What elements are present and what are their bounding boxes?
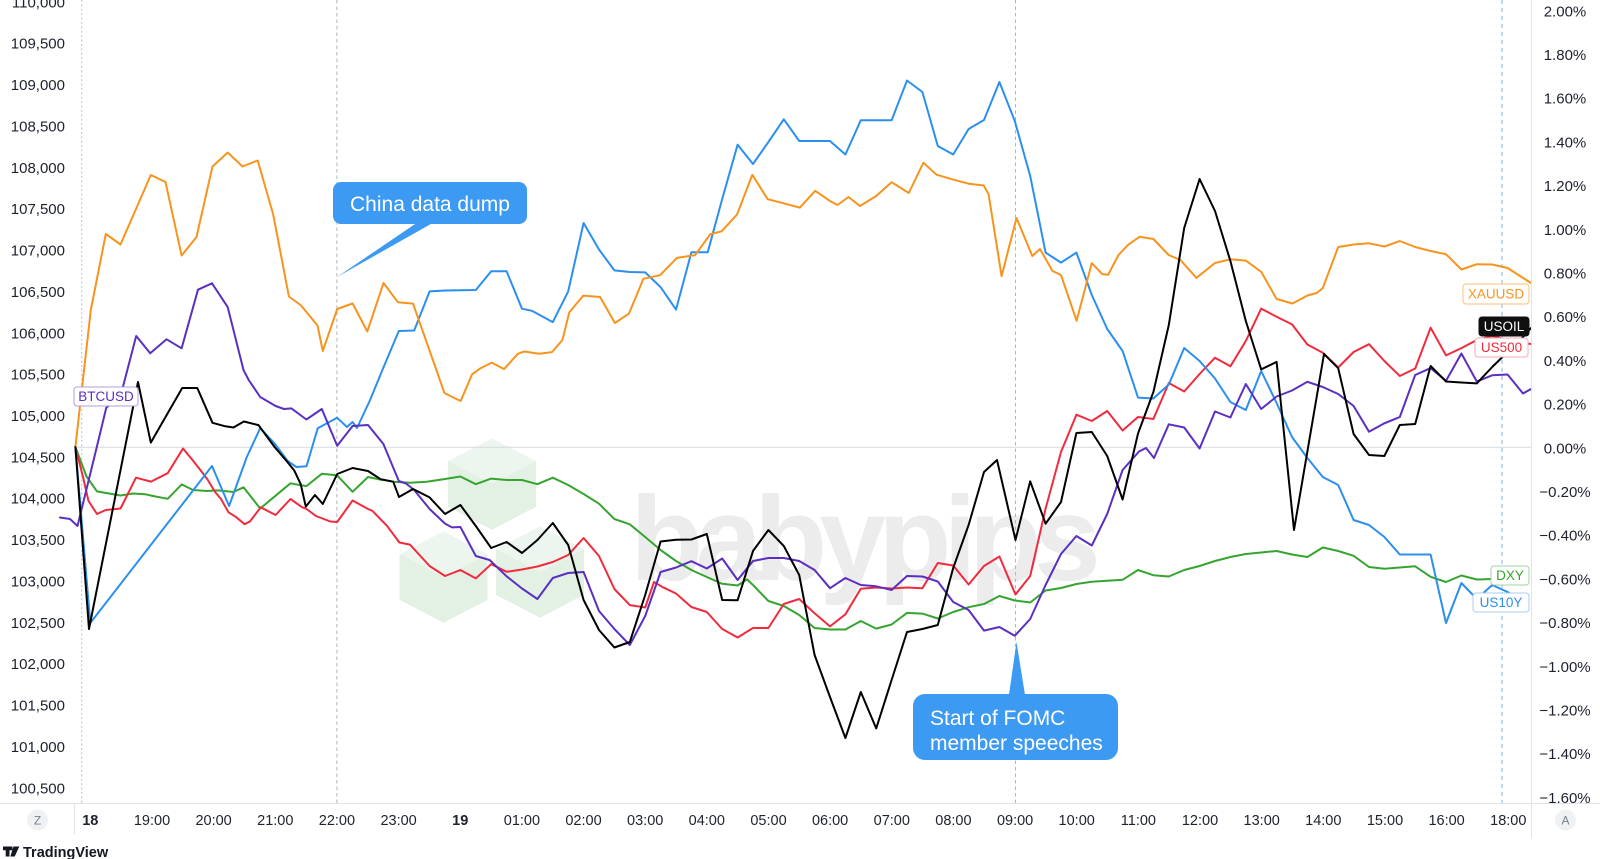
- svg-text:110,000: 110,000: [12, 0, 65, 11]
- svg-text:107,500: 107,500: [11, 201, 65, 218]
- svg-text:−0.20%: −0.20%: [1539, 484, 1590, 501]
- svg-text:11:00: 11:00: [1121, 813, 1156, 829]
- svg-text:BTCUSD: BTCUSD: [78, 389, 134, 404]
- svg-text:18:00: 18:00: [1490, 813, 1526, 829]
- svg-text:100,500: 100,500: [11, 780, 65, 797]
- svg-text:−1.20%: −1.20%: [1539, 703, 1590, 720]
- svg-text:05:00: 05:00: [750, 813, 786, 829]
- svg-text:108,500: 108,500: [11, 118, 65, 135]
- svg-text:01:00: 01:00: [504, 813, 540, 829]
- svg-text:04:00: 04:00: [689, 813, 725, 829]
- svg-text:0.80%: 0.80%: [1544, 266, 1587, 283]
- svg-text:16:00: 16:00: [1428, 813, 1464, 829]
- svg-text:103,000: 103,000: [11, 574, 65, 591]
- svg-text:XAUUSD: XAUUSD: [1468, 287, 1525, 302]
- svg-text:107,000: 107,000: [11, 243, 65, 260]
- svg-text:1.80%: 1.80%: [1544, 47, 1587, 64]
- svg-text:102,500: 102,500: [11, 615, 65, 632]
- svg-text:−1.60%: −1.60%: [1539, 790, 1590, 807]
- svg-text:103,500: 103,500: [11, 532, 65, 549]
- svg-text:105,500: 105,500: [11, 367, 65, 384]
- svg-text:0.20%: 0.20%: [1544, 397, 1587, 414]
- svg-text:2.00%: 2.00%: [1544, 3, 1587, 20]
- svg-text:0.60%: 0.60%: [1544, 309, 1587, 326]
- svg-text:13:00: 13:00: [1244, 813, 1280, 829]
- svg-text:1.40%: 1.40%: [1544, 134, 1587, 151]
- svg-text:A: A: [1561, 814, 1569, 828]
- svg-text:105,000: 105,000: [11, 408, 65, 425]
- svg-text:−0.40%: −0.40%: [1539, 528, 1590, 545]
- svg-text:−0.60%: −0.60%: [1539, 571, 1590, 588]
- svg-text:08:00: 08:00: [935, 813, 971, 829]
- svg-text:02:00: 02:00: [565, 813, 601, 829]
- svg-text:101,500: 101,500: [11, 698, 65, 715]
- svg-text:member speeches: member speeches: [930, 732, 1103, 755]
- svg-text:TradingView: TradingView: [23, 845, 109, 859]
- svg-text:07:00: 07:00: [874, 813, 910, 829]
- svg-text:21:00: 21:00: [257, 813, 293, 829]
- svg-text:−1.00%: −1.00%: [1539, 659, 1590, 676]
- svg-text:0.00%: 0.00%: [1544, 440, 1587, 457]
- svg-text:108,000: 108,000: [11, 160, 65, 177]
- svg-text:Start of FOMC: Start of FOMC: [930, 707, 1065, 730]
- svg-text:104,000: 104,000: [11, 491, 65, 508]
- svg-text:Z: Z: [34, 814, 41, 828]
- svg-text:1.20%: 1.20%: [1544, 178, 1587, 195]
- svg-text:China data dump: China data dump: [350, 193, 510, 216]
- svg-text:06:00: 06:00: [812, 813, 848, 829]
- svg-text:09:00: 09:00: [997, 813, 1033, 829]
- svg-text:109,000: 109,000: [11, 77, 65, 94]
- svg-text:22:00: 22:00: [319, 813, 355, 829]
- svg-text:104,500: 104,500: [11, 449, 65, 466]
- svg-text:106,500: 106,500: [11, 284, 65, 301]
- svg-text:−0.80%: −0.80%: [1539, 615, 1590, 632]
- svg-text:03:00: 03:00: [627, 813, 663, 829]
- svg-text:18: 18: [82, 813, 98, 829]
- svg-text:12:00: 12:00: [1182, 813, 1218, 829]
- svg-text:US10Y: US10Y: [1480, 595, 1523, 610]
- svg-text:USOIL: USOIL: [1484, 319, 1525, 334]
- svg-text:23:00: 23:00: [380, 813, 416, 829]
- svg-text:0.40%: 0.40%: [1544, 353, 1587, 370]
- svg-text:106,000: 106,000: [11, 325, 65, 342]
- svg-text:1.00%: 1.00%: [1544, 222, 1587, 239]
- svg-text:DXY: DXY: [1496, 568, 1524, 583]
- svg-text:109,500: 109,500: [11, 36, 65, 53]
- svg-text:10:00: 10:00: [1059, 813, 1095, 829]
- svg-text:14:00: 14:00: [1305, 813, 1341, 829]
- svg-text:102,000: 102,000: [11, 656, 65, 673]
- svg-text:19:00: 19:00: [134, 813, 170, 829]
- svg-text:101,000: 101,000: [11, 739, 65, 756]
- svg-text:−1.40%: −1.40%: [1539, 746, 1590, 763]
- svg-text:19: 19: [452, 813, 468, 829]
- svg-text:15:00: 15:00: [1367, 813, 1403, 829]
- svg-text:US500: US500: [1481, 340, 1522, 355]
- svg-text:1.60%: 1.60%: [1544, 91, 1587, 108]
- svg-text:20:00: 20:00: [195, 813, 231, 829]
